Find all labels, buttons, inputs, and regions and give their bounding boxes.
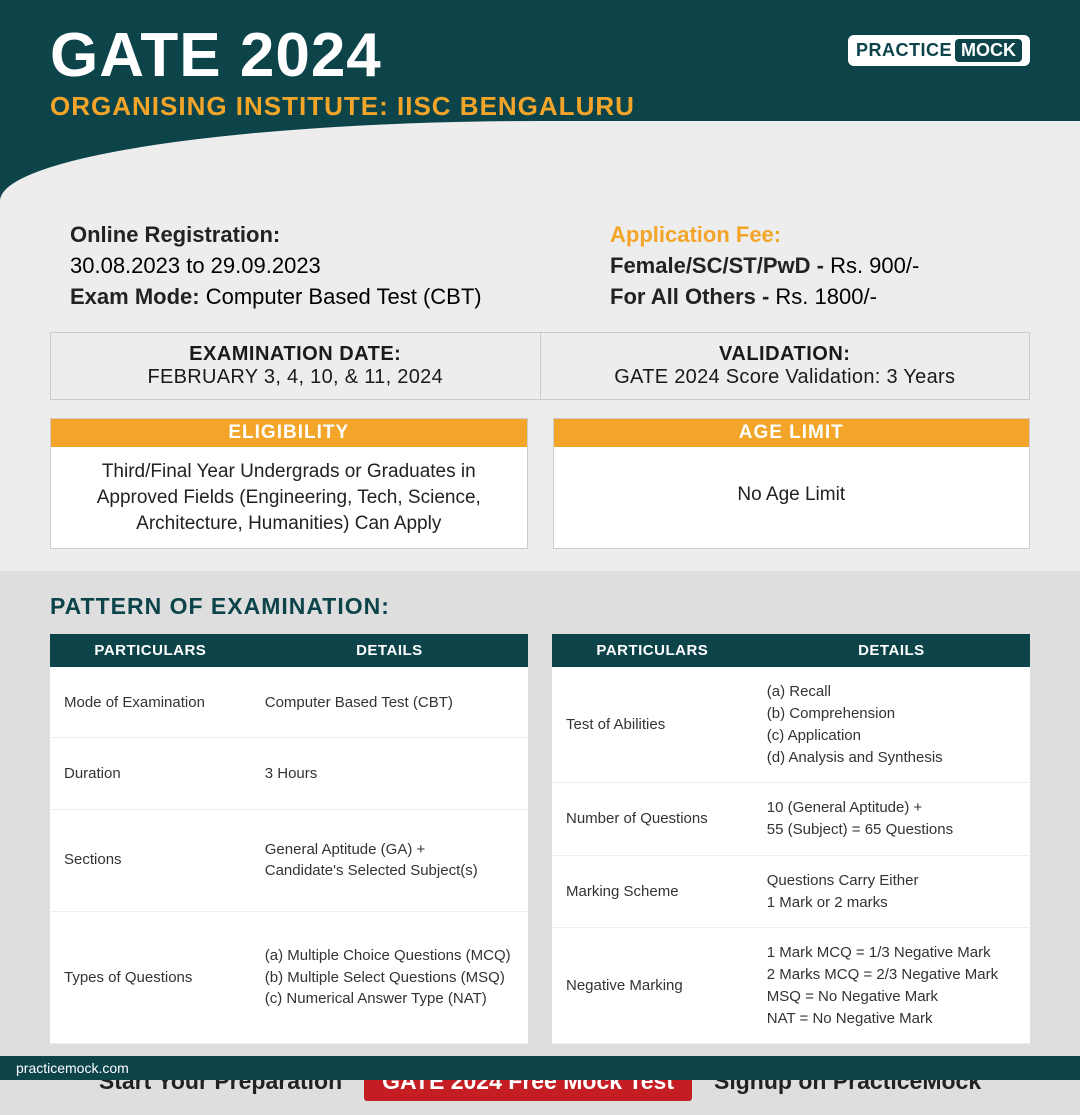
age-limit-body: No Age Limit [554, 447, 1030, 542]
age-limit-heading: AGE LIMIT [554, 419, 1030, 447]
card-row: ELIGIBILITY Third/Final Year Undergrads … [50, 418, 1030, 549]
cell-details: Questions Carry Either 1 Mark or 2 marks [753, 855, 1030, 928]
table-row: Test of Abilities(a) Recall (b) Comprehe… [552, 667, 1030, 783]
fee-row1-value: Rs. 900/- [830, 253, 919, 278]
footer-url: practicemock.com [0, 1056, 1080, 1080]
cell-particulars: Number of Questions [552, 783, 753, 856]
th-details: DETAILS [251, 634, 528, 667]
eligibility-body: Third/Final Year Undergrads or Graduates… [51, 447, 527, 548]
header: GATE 2024 ORGANISING INSTITUTE: IISC BEN… [0, 0, 1080, 200]
validation-heading: VALIDATION: [549, 343, 1022, 366]
date-validation-row: EXAMINATION DATE: FEBRUARY 3, 4, 10, & 1… [50, 332, 1030, 400]
cell-details: 1 Mark MCQ = 1/3 Negative Mark 2 Marks M… [753, 928, 1030, 1044]
validation-box: VALIDATION: GATE 2024 Score Validation: … [541, 333, 1030, 399]
eligibility-heading: ELIGIBILITY [51, 419, 527, 447]
cell-details: (a) Recall (b) Comprehension (c) Applica… [753, 667, 1030, 783]
table-row: Duration3 Hours [50, 738, 528, 809]
table-row: Types of Questions(a) Multiple Choice Qu… [50, 911, 528, 1044]
cell-details: (a) Multiple Choice Questions (MCQ) (b) … [251, 911, 528, 1044]
cell-particulars: Marking Scheme [552, 855, 753, 928]
cell-particulars: Mode of Examination [50, 667, 251, 738]
th-details: DETAILS [753, 634, 1030, 667]
mode-value: Computer Based Test (CBT) [200, 284, 482, 309]
exam-date-value: FEBRUARY 3, 4, 10, & 11, 2024 [59, 366, 532, 389]
exam-date-heading: EXAMINATION DATE: [59, 343, 532, 366]
cell-particulars: Sections [50, 809, 251, 911]
cell-particulars: Test of Abilities [552, 667, 753, 783]
cell-details: 10 (General Aptitude) + 55 (Subject) = 6… [753, 783, 1030, 856]
exam-date-box: EXAMINATION DATE: FEBRUARY 3, 4, 10, & 1… [51, 333, 541, 399]
cell-particulars: Duration [50, 738, 251, 809]
fee-label: Application Fee: [610, 220, 1030, 251]
brand-logo: PRACTICE MOCK [848, 35, 1030, 66]
fee-row2-label: For All Others - [610, 284, 775, 309]
logo-text-1: PRACTICE [856, 40, 952, 61]
reg-value: 30.08.2023 to 29.09.2023 [70, 251, 490, 282]
reg-label: Online Registration: [70, 222, 280, 247]
age-limit-card: AGE LIMIT No Age Limit [553, 418, 1031, 549]
pattern-title: PATTERN OF EXAMINATION: [50, 593, 1030, 620]
cell-details: General Aptitude (GA) + Candidate's Sele… [251, 809, 528, 911]
tables-row: PARTICULARS DETAILS Mode of ExaminationC… [50, 634, 1030, 1044]
info-left: Online Registration: 30.08.2023 to 29.09… [70, 220, 490, 312]
logo-text-2: MOCK [955, 39, 1022, 62]
fee-row1-label: Female/SC/ST/PwD - [610, 253, 830, 278]
table-row: SectionsGeneral Aptitude (GA) + Candidat… [50, 809, 528, 911]
table-row: Mode of ExaminationComputer Based Test (… [50, 667, 528, 738]
table-row: Negative Marking1 Mark MCQ = 1/3 Negativ… [552, 928, 1030, 1044]
validation-value: GATE 2024 Score Validation: 3 Years [549, 366, 1022, 389]
pattern-table-2: PARTICULARS DETAILS Test of Abilities(a)… [552, 634, 1030, 1044]
cell-particulars: Types of Questions [50, 911, 251, 1044]
table-row: Marking SchemeQuestions Carry Either 1 M… [552, 855, 1030, 928]
cell-details: 3 Hours [251, 738, 528, 809]
table-row: Number of Questions10 (General Aptitude)… [552, 783, 1030, 856]
eligibility-card: ELIGIBILITY Third/Final Year Undergrads … [50, 418, 528, 549]
pattern-table-1: PARTICULARS DETAILS Mode of ExaminationC… [50, 634, 528, 1044]
fee-row2-value: Rs. 1800/- [775, 284, 877, 309]
cell-details: Computer Based Test (CBT) [251, 667, 528, 738]
th-particulars: PARTICULARS [552, 634, 753, 667]
page-subtitle: ORGANISING INSTITUTE: IISC BENGALURU [50, 91, 1030, 122]
info-top-row: Online Registration: 30.08.2023 to 29.09… [0, 200, 1080, 332]
info-right: Application Fee: Female/SC/ST/PwD - Rs. … [610, 220, 1030, 312]
th-particulars: PARTICULARS [50, 634, 251, 667]
cell-particulars: Negative Marking [552, 928, 753, 1044]
mode-label: Exam Mode: [70, 284, 200, 309]
pattern-section: PATTERN OF EXAMINATION: PARTICULARS DETA… [0, 571, 1080, 1115]
